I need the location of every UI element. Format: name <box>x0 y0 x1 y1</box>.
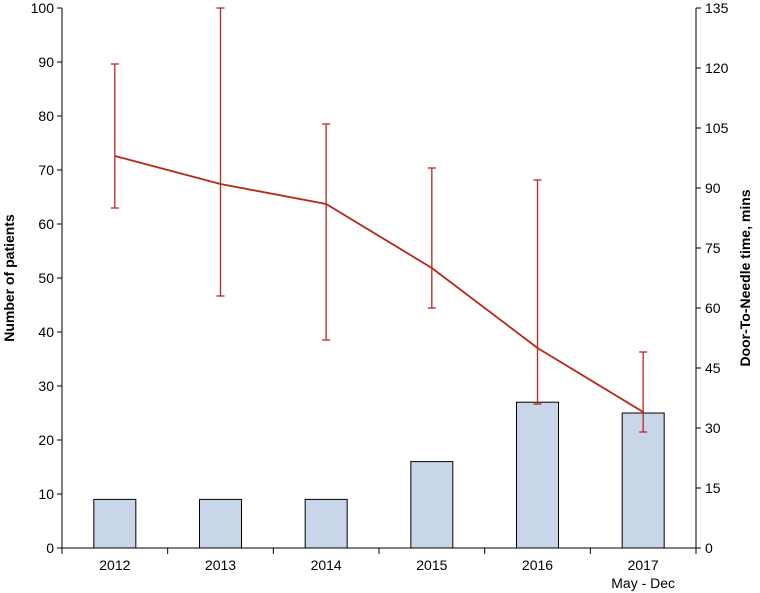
x-tick-label-2012: 2012 <box>99 557 130 573</box>
x-tick-label-2015: 2015 <box>416 557 447 573</box>
bar-2017 <box>621 412 665 549</box>
x-axis-ticks: 2012 2013 2014 2015 2016 2017 May - Dec <box>61 548 697 591</box>
bar-2016 <box>516 401 559 549</box>
right-tick-label: 75 <box>705 240 721 256</box>
bar-2013 <box>199 498 242 549</box>
right-tick-label: 45 <box>705 360 721 376</box>
x-tick-sublabel-2017: May - Dec <box>611 575 675 591</box>
right-tick-label: 60 <box>705 300 721 316</box>
left-tick-label: 100 <box>31 0 55 16</box>
left-tick-label: 20 <box>38 432 54 448</box>
right-tick-label: 30 <box>705 420 721 436</box>
left-tick-label: 40 <box>38 324 54 340</box>
bars-group <box>93 401 665 549</box>
x-tick-label-2014: 2014 <box>311 557 342 573</box>
left-tick-label: 10 <box>38 486 54 502</box>
error-bars-group <box>110 7 648 433</box>
right-tick-label: 120 <box>705 60 729 76</box>
bar-2015 <box>410 461 454 549</box>
left-tick-label: 90 <box>38 54 54 70</box>
bar-2012 <box>93 498 137 549</box>
right-tick-label: 90 <box>705 180 721 196</box>
left-tick-label: 0 <box>46 540 54 556</box>
right-tick-label: 105 <box>705 120 729 136</box>
left-tick-label: 60 <box>38 216 54 232</box>
x-tick-label-2016: 2016 <box>522 557 553 573</box>
right-tick-label: 0 <box>705 540 713 556</box>
right-axis-ticks: 0 15 30 45 60 75 90 105 120 135 <box>696 0 729 556</box>
left-tick-label: 80 <box>38 108 54 124</box>
left-tick-label: 50 <box>38 270 54 286</box>
door-to-needle-line <box>114 155 644 413</box>
left-tick-label: 70 <box>38 162 54 178</box>
right-tick-label: 15 <box>705 480 721 496</box>
x-tick-label-2013: 2013 <box>205 557 236 573</box>
left-tick-label: 30 <box>38 378 54 394</box>
left-axis-ticks: 0 10 20 30 40 50 60 70 80 90 100 <box>31 0 62 556</box>
bar-2014 <box>304 498 348 549</box>
right-tick-label: 135 <box>705 0 729 16</box>
axes-group <box>61 8 697 549</box>
right-axis-title: Door-To-Needle time, mins <box>737 189 753 366</box>
left-axis-title: Number of patients <box>1 214 17 342</box>
trend-line-group <box>114 155 644 413</box>
x-tick-label-2017: 2017 <box>628 557 659 573</box>
